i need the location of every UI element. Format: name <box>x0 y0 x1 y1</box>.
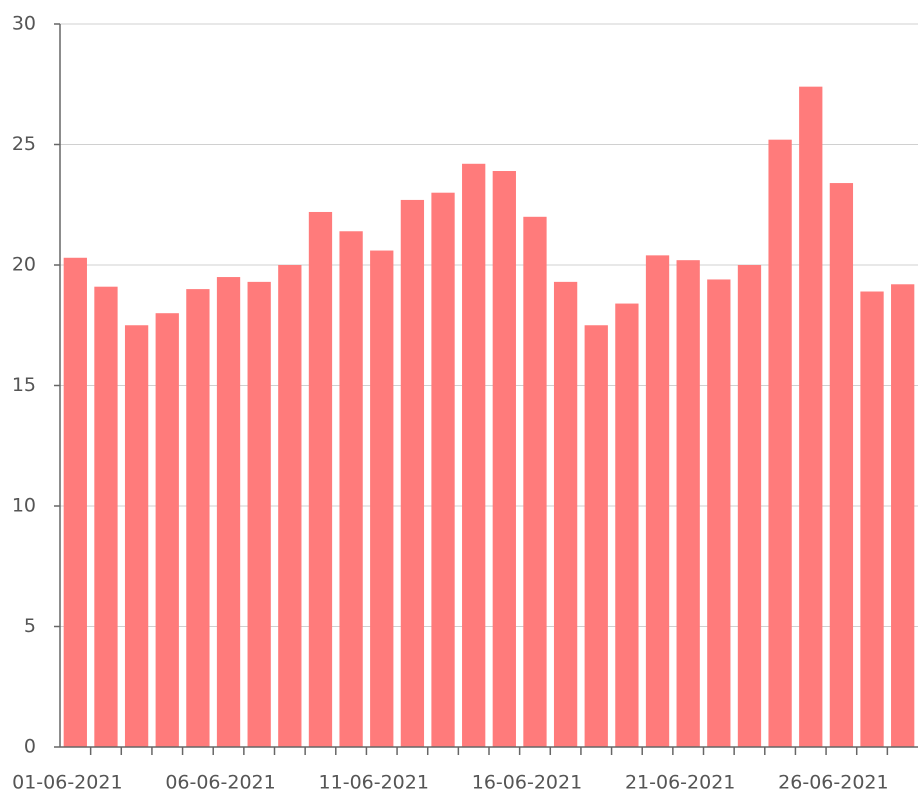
bar <box>553 281 578 747</box>
bar <box>339 231 363 747</box>
x-tick-label: 06-06-2021 <box>165 772 275 794</box>
bar <box>891 284 915 747</box>
bar <box>124 325 149 747</box>
bar <box>768 139 792 747</box>
y-tick-label: 30 <box>12 13 36 35</box>
bar <box>523 216 547 748</box>
bar <box>645 255 670 748</box>
y-tick-label: 0 <box>24 736 36 758</box>
bar <box>860 291 884 747</box>
bar <box>247 281 271 747</box>
y-tick-label: 25 <box>12 133 36 155</box>
bar <box>308 211 333 748</box>
bar <box>615 303 639 747</box>
bar <box>737 265 762 747</box>
x-tick-label: 26-06-2021 <box>778 772 888 794</box>
bar <box>94 286 118 747</box>
x-tick-label: 16-06-2021 <box>472 772 582 794</box>
bar <box>829 183 854 747</box>
bar <box>186 289 210 747</box>
bar <box>584 325 608 747</box>
y-tick-label: 5 <box>24 615 36 637</box>
bar <box>462 163 486 747</box>
bar <box>707 279 731 747</box>
bar <box>492 171 516 747</box>
bar <box>400 199 425 747</box>
bar <box>431 192 455 747</box>
x-tick-label: 11-06-2021 <box>319 772 429 794</box>
bar <box>63 257 87 747</box>
x-tick-label: 21-06-2021 <box>625 772 735 794</box>
bar <box>155 313 179 747</box>
x-tick-label: 01-06-2021 <box>12 772 122 794</box>
y-tick-label: 15 <box>12 374 36 396</box>
y-tick-label: 10 <box>12 495 36 517</box>
bar <box>676 260 700 747</box>
bar <box>799 86 823 747</box>
bar <box>370 250 394 748</box>
bar <box>216 277 241 747</box>
bar <box>278 265 302 747</box>
y-tick-label: 20 <box>12 254 36 276</box>
